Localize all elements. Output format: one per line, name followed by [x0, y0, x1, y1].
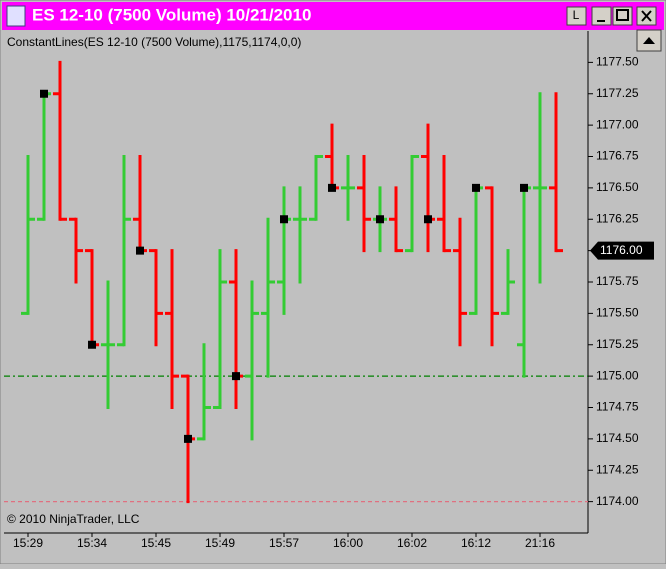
marker [424, 215, 432, 224]
y-tick-label: 1177.50 [596, 55, 639, 69]
marker [472, 183, 480, 192]
y-tick-label: 1174.50 [596, 431, 639, 445]
copyright: © 2010 NinjaTrader, LLC [7, 512, 140, 526]
link-button[interactable] [566, 6, 587, 26]
x-tick-label: 15:29 [13, 536, 43, 550]
x-tick-label: 16:12 [461, 536, 491, 550]
marker [184, 434, 192, 443]
x-tick-label: 16:02 [397, 536, 427, 550]
marker [40, 89, 48, 98]
x-tick-label: 15:45 [141, 536, 171, 550]
title-bar [2, 2, 664, 30]
y-tick-label: 1175.25 [596, 337, 639, 351]
x-tick-label: 15:57 [269, 536, 299, 550]
x-tick-label: 15:49 [205, 536, 235, 550]
y-tick-label: 1174.00 [596, 494, 639, 508]
last-price-label: 1176.00 [600, 243, 643, 257]
y-tick-label: 1176.75 [596, 149, 639, 163]
marker [88, 340, 96, 349]
y-tick-label: 1174.75 [596, 400, 639, 414]
window-title: ES 12-10 (7500 Volume) 10/21/2010 [32, 5, 311, 24]
x-tick-label: 15:34 [77, 536, 107, 550]
scroll-icon [643, 37, 655, 44]
x-tick-label: 16:00 [333, 536, 363, 550]
y-tick-label: 1175.50 [596, 306, 639, 320]
app-icon [6, 5, 26, 27]
y-tick-label: 1177.25 [596, 86, 639, 100]
y-tick-label: 1175.75 [596, 274, 639, 288]
y-tick-label: 1176.25 [596, 211, 639, 225]
marker [520, 183, 528, 192]
marker [136, 246, 144, 255]
link-button-label[interactable]: L [573, 8, 580, 22]
y-tick-label: 1174.25 [596, 462, 639, 476]
minimize-button[interactable] [591, 6, 612, 26]
close-icon [641, 10, 652, 22]
marker [376, 215, 384, 224]
indicator-label: ConstantLines(ES 12-10 (7500 Volume),117… [7, 35, 301, 49]
x-tick-label: 21:16 [525, 536, 555, 550]
y-tick-label: 1176.50 [596, 180, 639, 194]
marker [280, 215, 288, 224]
y-tick-label: 1175.00 [596, 368, 639, 382]
marker [328, 183, 336, 192]
y-tick-label: 1177.00 [596, 117, 639, 131]
marker [232, 372, 240, 381]
maximize-icon [616, 9, 629, 21]
last-price-tag [590, 241, 654, 260]
